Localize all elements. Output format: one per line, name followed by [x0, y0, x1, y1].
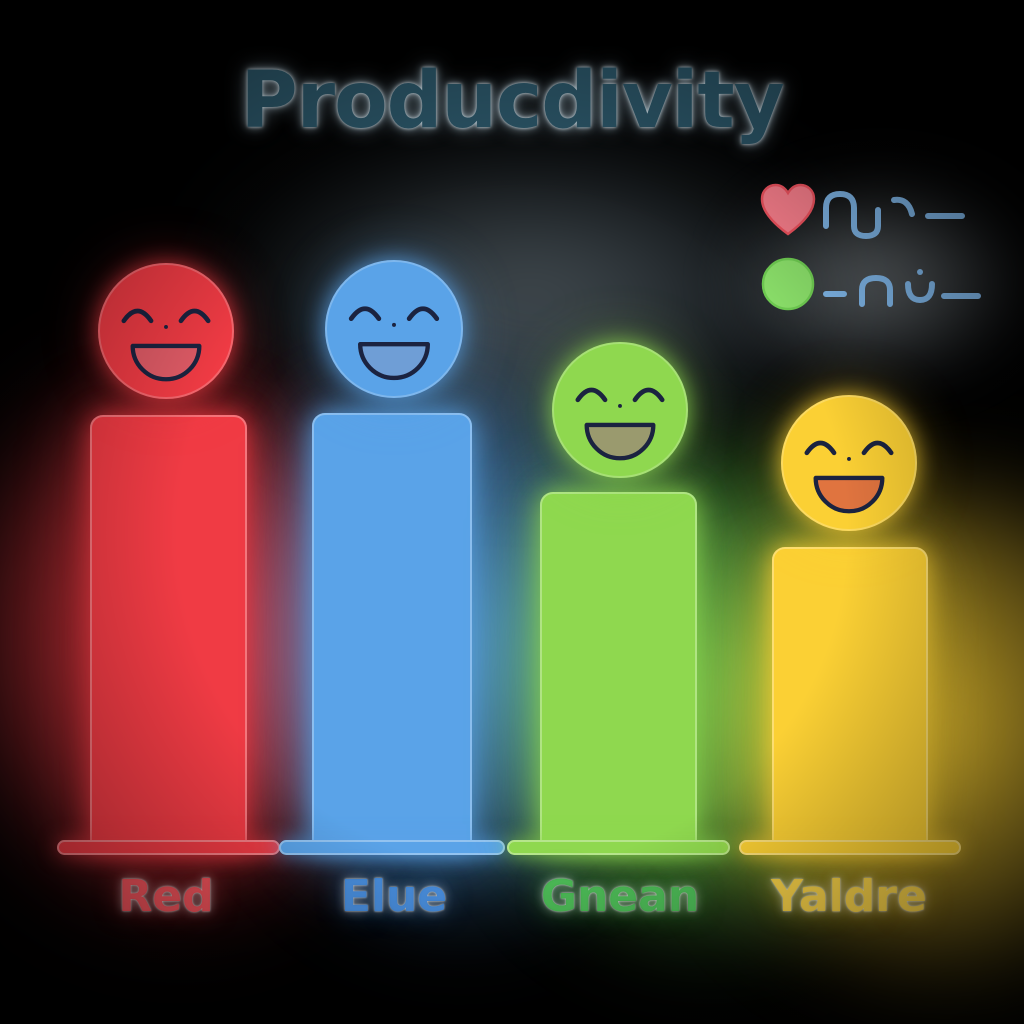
- eye-left: [575, 387, 608, 403]
- nose: [392, 322, 396, 327]
- nose: [847, 456, 851, 461]
- legend-row-2[interactable]: [752, 252, 982, 314]
- face-features: [804, 440, 894, 514]
- face-features: [348, 306, 440, 381]
- circle-marker: [760, 256, 816, 312]
- bar-foot-red: [57, 840, 280, 855]
- legend-label-2: [822, 254, 982, 310]
- bar-foot-gnean: [507, 840, 730, 855]
- mouth: [584, 422, 656, 461]
- bar-foot-yaldre: [739, 840, 961, 855]
- mouth: [813, 475, 885, 514]
- nose: [164, 324, 168, 329]
- bar-gnean[interactable]: [540, 492, 697, 848]
- bar-red[interactable]: [90, 415, 247, 848]
- eye-left: [348, 306, 382, 322]
- smiley-face-elue: [325, 260, 463, 398]
- nose: [618, 403, 622, 408]
- smiley-face-gnean: [552, 342, 688, 478]
- mouth: [358, 341, 430, 381]
- heart-marker: [760, 182, 816, 238]
- eye-right: [632, 387, 665, 403]
- eye-right: [861, 440, 894, 456]
- mouth: [130, 343, 202, 382]
- eye-right: [178, 308, 211, 324]
- x-axis-label-yaldre: Yaldre: [771, 871, 927, 922]
- eye-left: [121, 308, 154, 324]
- chart-legend: [752, 178, 982, 318]
- smiley-face-yaldre: [781, 395, 917, 531]
- eye-right: [406, 306, 440, 322]
- face-features: [121, 308, 211, 382]
- bar-foot-elue: [279, 840, 505, 855]
- bar-yaldre[interactable]: [772, 547, 928, 848]
- eye-left: [804, 440, 837, 456]
- face-features: [575, 387, 665, 461]
- legend-row-1[interactable]: [752, 178, 982, 240]
- legend-label-1: [822, 180, 982, 240]
- smiley-face-red: [98, 263, 234, 399]
- bar-elue[interactable]: [312, 413, 472, 848]
